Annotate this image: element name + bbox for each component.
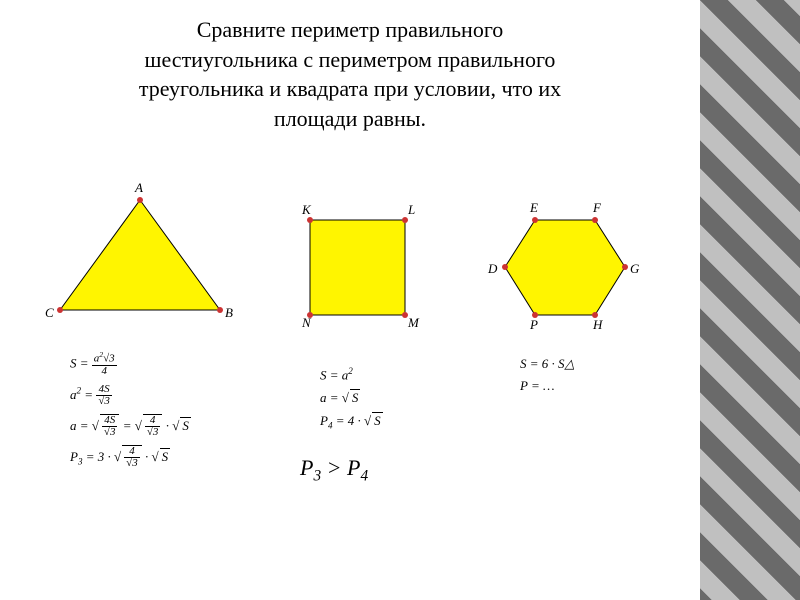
tri-f4: P3 = 3 · √4√3 · √S: [70, 445, 191, 470]
label-H: H: [593, 317, 602, 333]
label-E: E: [530, 200, 538, 216]
triangle-svg: [50, 190, 230, 330]
label-P: P: [530, 317, 538, 333]
label-K: K: [302, 202, 311, 218]
diamond-pattern-sidebar: [700, 0, 800, 600]
title-line-2: шестиугольника с периметром правильного: [145, 47, 556, 72]
sq-f3: P4 = 4 · √S: [320, 412, 383, 431]
label-G: G: [630, 261, 639, 277]
hexagon-block: E F G H P D: [490, 205, 640, 340]
tri-f2: a2 = 4S√3: [70, 384, 191, 408]
hex-f1: S = 6 · S△: [520, 356, 575, 372]
triangle-block: A B C: [50, 190, 230, 335]
sq-f1: S = a2: [320, 366, 383, 383]
square-block: K L M N: [300, 210, 420, 335]
label-C: C: [45, 305, 54, 321]
title-line-3: треугольника и квадрата при условии, что…: [139, 76, 561, 101]
hexagon-formulas: S = 6 · S△ P = …: [520, 350, 575, 400]
label-D: D: [488, 261, 497, 277]
tri-f1: S = a2√34: [70, 351, 191, 378]
tri-f3: a = √4S√3 = √4√3 · √S: [70, 414, 191, 439]
label-M: M: [408, 315, 419, 331]
label-F: F: [593, 200, 601, 216]
label-A: A: [135, 180, 143, 196]
square-svg: [300, 210, 420, 330]
square-formulas: S = a2 a = √S P4 = 4 · √S: [320, 360, 383, 437]
title-line-4: площади равны.: [274, 106, 426, 131]
conclusion: P3 > P4: [300, 455, 368, 485]
title-line-1: Сравните периметр правильного: [197, 17, 504, 42]
label-B: B: [225, 305, 233, 321]
slide-content: Сравните периметр правильного шестиуголь…: [0, 0, 700, 600]
slide-title: Сравните периметр правильного шестиуголь…: [0, 0, 700, 134]
hex-f2: P = …: [520, 378, 575, 394]
triangle-formulas: S = a2√34 a2 = 4S√3 a = √4S√3 = √4√3 · √…: [70, 345, 191, 476]
hexagon-svg: [490, 205, 640, 335]
label-L: L: [408, 202, 415, 218]
label-N: N: [302, 315, 311, 331]
sq-f2: a = √S: [320, 389, 383, 406]
